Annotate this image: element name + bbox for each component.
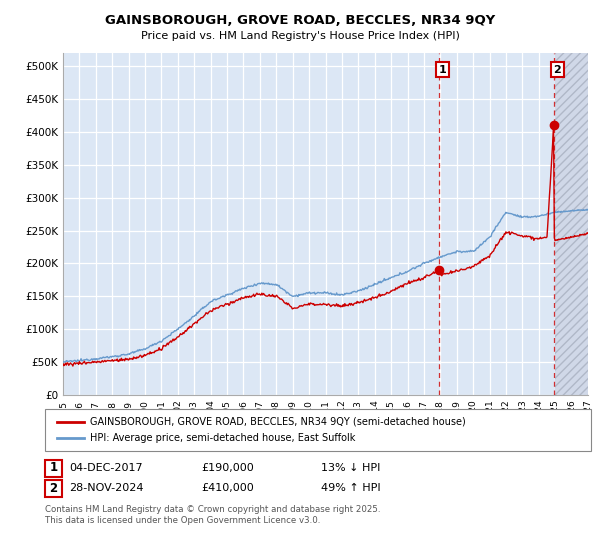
Text: Price paid vs. HM Land Registry's House Price Index (HPI): Price paid vs. HM Land Registry's House … <box>140 31 460 41</box>
Text: £190,000: £190,000 <box>201 463 254 473</box>
Text: 04-DEC-2017: 04-DEC-2017 <box>69 463 143 473</box>
Text: GAINSBOROUGH, GROVE ROAD, BECCLES, NR34 9QY: GAINSBOROUGH, GROVE ROAD, BECCLES, NR34 … <box>105 14 495 27</box>
Text: HPI: Average price, semi-detached house, East Suffolk: HPI: Average price, semi-detached house,… <box>90 433 355 443</box>
Text: 49% ↑ HPI: 49% ↑ HPI <box>321 483 380 493</box>
Text: Contains HM Land Registry data © Crown copyright and database right 2025.
This d: Contains HM Land Registry data © Crown c… <box>45 505 380 525</box>
Text: 1: 1 <box>439 64 446 74</box>
Text: 13% ↓ HPI: 13% ↓ HPI <box>321 463 380 473</box>
Text: £410,000: £410,000 <box>201 483 254 493</box>
Text: 2: 2 <box>49 482 58 495</box>
Text: GAINSBOROUGH, GROVE ROAD, BECCLES, NR34 9QY (semi-detached house): GAINSBOROUGH, GROVE ROAD, BECCLES, NR34 … <box>90 417 466 427</box>
Text: 2: 2 <box>553 64 561 74</box>
Text: 1: 1 <box>49 461 58 474</box>
Text: 28-NOV-2024: 28-NOV-2024 <box>69 483 143 493</box>
